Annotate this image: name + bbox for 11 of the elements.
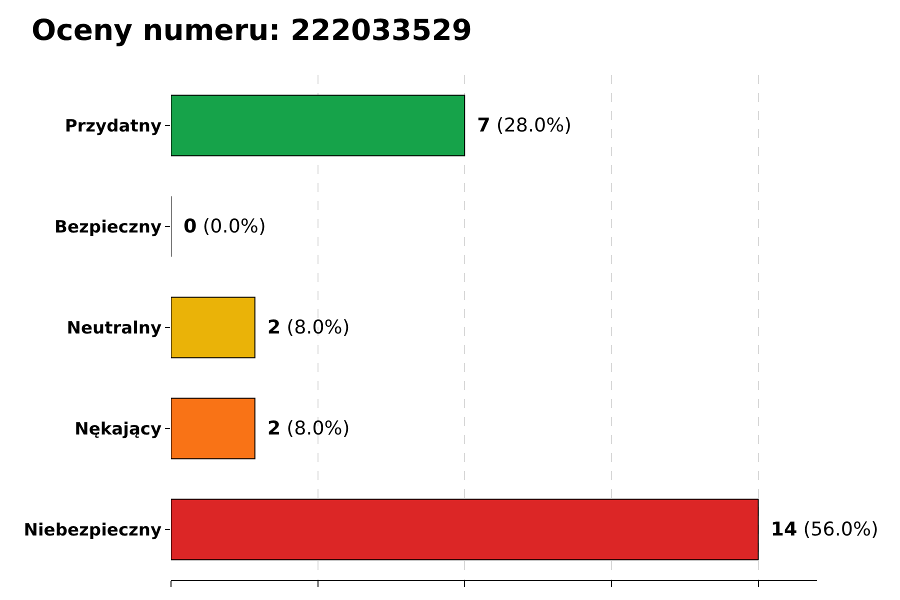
chart-title: Oceny numeru: 222033529 [32, 13, 472, 48]
y-tick-label: Bezpieczny [54, 217, 162, 238]
data-label: 14 (56.0%) [761, 518, 878, 540]
data-label: 7 (28.0%) [468, 114, 572, 136]
y-tick-label: Przydatny [64, 116, 162, 136]
data-label: 0 (0.0%) [174, 216, 266, 238]
y-tick-label: Niebezpieczny [24, 520, 162, 540]
data-label: 2 (8.0%) [258, 316, 350, 338]
data-label: 2 (8.0%) [258, 418, 350, 440]
y-tick-label: Nękający [74, 419, 162, 440]
y-tick-label: Neutralny [66, 318, 162, 338]
